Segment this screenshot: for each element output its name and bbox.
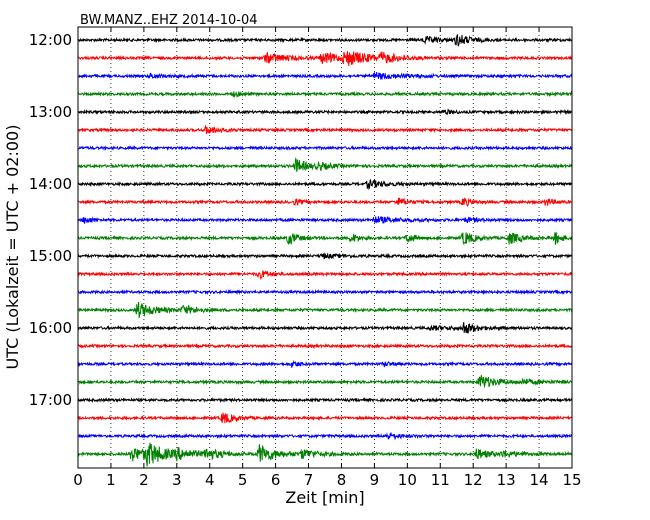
x-tick-label: 10 xyxy=(398,471,417,489)
x-tick-label: 1 xyxy=(106,471,116,489)
seismogram-trace xyxy=(77,90,573,99)
y-tick-label: 12:00 xyxy=(29,31,72,49)
x-tick-label: 14 xyxy=(530,471,549,489)
axis-ticks xyxy=(77,27,573,468)
x-tick-label: 0 xyxy=(73,471,83,489)
seismogram-trace xyxy=(77,124,573,134)
plot-frame xyxy=(77,26,573,469)
x-tick-label: 7 xyxy=(304,471,314,489)
y-tick-label: 15:00 xyxy=(29,247,72,265)
seismogram-trace xyxy=(77,33,573,47)
seismogram-trace xyxy=(77,301,573,318)
seismogram-trace xyxy=(77,322,573,334)
seismogram-trace xyxy=(77,270,573,281)
x-tick-label: 15 xyxy=(562,471,581,489)
seismogram-trace xyxy=(77,231,573,246)
grid-lines xyxy=(110,27,540,468)
seismogram-trace xyxy=(77,216,573,224)
x-tick-label: 6 xyxy=(271,471,281,489)
x-tick-label: 11 xyxy=(431,471,450,489)
seismogram-trace xyxy=(77,197,573,207)
seismogram-trace xyxy=(77,432,573,441)
seismogram-trace xyxy=(77,156,573,172)
seismogram-trace xyxy=(77,412,573,424)
seismogram-trace xyxy=(77,442,573,467)
x-tick-label: 3 xyxy=(172,471,182,489)
y-tick-label: 16:00 xyxy=(29,319,72,337)
seismogram-trace xyxy=(77,342,573,349)
seismogram-trace xyxy=(77,144,573,151)
x-tick-label: 8 xyxy=(337,471,347,489)
x-tick-label: 9 xyxy=(370,471,380,489)
seismogram-trace xyxy=(77,374,573,389)
seismogram-trace xyxy=(77,108,573,116)
traces xyxy=(77,33,573,467)
y-tick-label: 13:00 xyxy=(29,103,72,121)
y-tick-label: 17:00 xyxy=(29,391,72,409)
seismogram-trace xyxy=(77,288,573,296)
seismogram-trace xyxy=(77,179,573,191)
seismogram-trace xyxy=(77,71,573,80)
x-tick-label: 12 xyxy=(464,471,483,489)
seismogram-trace xyxy=(77,396,573,404)
y-axis-label: UTC (Lokalzeit = UTC + 02:00) xyxy=(3,125,22,370)
seismogram-trace xyxy=(77,359,573,368)
x-tick-label: 4 xyxy=(205,471,215,489)
chart-title: BW.MANZ..EHZ 2014-10-04 xyxy=(80,13,258,28)
x-axis-label: Zeit [min] xyxy=(285,488,364,507)
x-tick-label: 2 xyxy=(139,471,149,489)
x-tick-label: 13 xyxy=(497,471,516,489)
seismogram-trace xyxy=(77,51,573,66)
x-tick-label: 5 xyxy=(238,471,248,489)
y-tick-label: 14:00 xyxy=(29,175,72,193)
seismogram-trace xyxy=(77,252,573,260)
